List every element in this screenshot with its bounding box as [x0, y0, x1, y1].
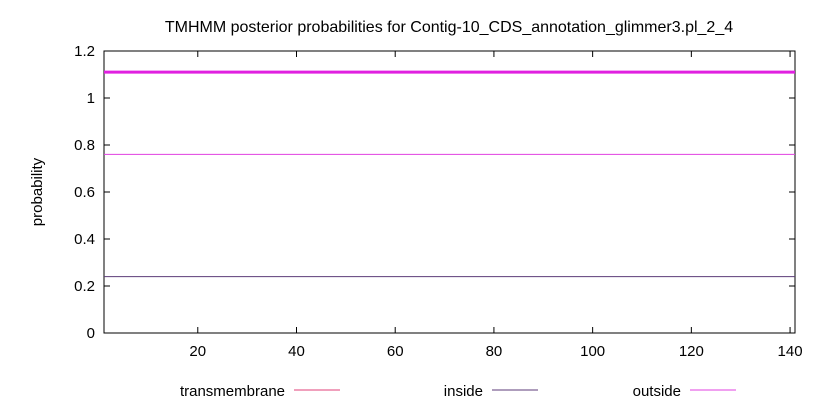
y-axis-label: probability: [29, 157, 46, 226]
legend-label: inside: [444, 383, 483, 400]
x-tick-label: 20: [189, 343, 206, 360]
x-tick-label: 80: [486, 343, 503, 360]
y-tick-label: 0.8: [74, 137, 95, 154]
plot-frame: [103, 50, 796, 334]
x-tick-label: 140: [778, 343, 803, 360]
legend-label: transmembrane: [180, 383, 285, 400]
axis-ticks: 20 40 60 80 100 120 140 0 0.2 0.4 0.6 0.8 1 1.2: [74, 43, 802, 360]
series-lines: [104, 70, 795, 278]
chart-title: TMHMM posterior probabilities for Contig…: [165, 19, 733, 36]
x-tick-label: 120: [679, 343, 704, 360]
legend: transmembrane inside outside: [180, 383, 736, 400]
y-tick-label: 1: [87, 90, 95, 107]
x-tick-label: 60: [387, 343, 404, 360]
y-tick-label: 0.4: [74, 231, 95, 248]
y-tick-label: 1.2: [74, 43, 95, 60]
x-tick-label: 40: [288, 343, 305, 360]
y-tick-label: 0.2: [74, 278, 95, 295]
y-tick-label: 0.6: [74, 184, 95, 201]
y-tick-label: 0: [87, 325, 95, 342]
x-tick-label: 100: [580, 343, 605, 360]
legend-label: outside: [633, 383, 681, 400]
